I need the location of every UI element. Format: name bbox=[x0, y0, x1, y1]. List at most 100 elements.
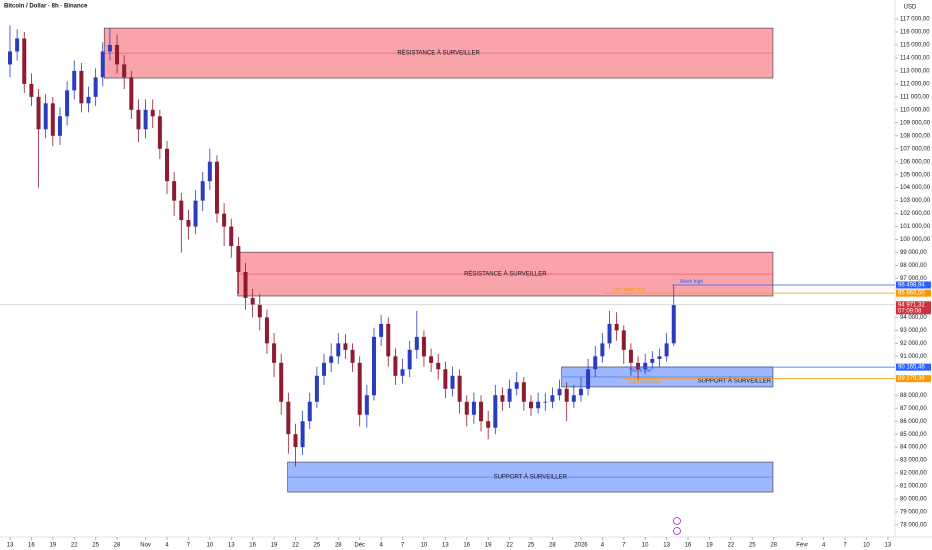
candle-body bbox=[65, 90, 70, 117]
y-tick-label: 88 000,00 bbox=[900, 393, 927, 399]
candle-body bbox=[607, 323, 612, 344]
event-icon[interactable] bbox=[673, 517, 681, 525]
candle-body bbox=[543, 401, 548, 403]
last-price-box bbox=[896, 301, 931, 315]
y-tick-label: 117 000,00 bbox=[900, 17, 930, 23]
candle-body bbox=[636, 362, 641, 370]
candle-body bbox=[50, 103, 55, 136]
x-tick-label: Nov bbox=[140, 543, 151, 549]
candle-body bbox=[222, 213, 227, 227]
candle-body bbox=[436, 362, 441, 370]
y-tick-label: 97 000,00 bbox=[900, 276, 927, 282]
candle-body bbox=[578, 388, 583, 396]
y-tick-label: 92 000,00 bbox=[900, 341, 927, 347]
candle-body bbox=[72, 70, 77, 91]
candle-body bbox=[93, 77, 98, 97]
y-tick-label: 100 000,00 bbox=[900, 237, 931, 243]
candle-body bbox=[115, 44, 120, 65]
candle-body bbox=[421, 336, 426, 357]
candle-body bbox=[172, 181, 177, 201]
y-tick-label: 78 000,00 bbox=[900, 523, 927, 529]
candle-body bbox=[22, 38, 27, 84]
x-tick-label: 7 bbox=[401, 543, 405, 549]
candle-body bbox=[429, 356, 434, 363]
x-tick-label: 19 bbox=[271, 543, 278, 549]
x-tick-label: 7 bbox=[187, 543, 191, 549]
x-tick-label: 16 bbox=[685, 543, 692, 549]
y-tick-label: 80 000,00 bbox=[900, 497, 927, 503]
x-tick-label: 10 bbox=[863, 543, 870, 549]
candle-body bbox=[500, 395, 505, 402]
y-tick-label: 116 000,00 bbox=[900, 30, 930, 36]
candle-body bbox=[643, 362, 648, 370]
x-tick-label: 7 bbox=[622, 543, 626, 549]
x-tick-label: 25 bbox=[749, 543, 756, 549]
candle-body bbox=[214, 161, 219, 214]
x-tick-label: 7 bbox=[843, 543, 847, 549]
candle-body bbox=[529, 401, 534, 409]
x-tick-label: 16 bbox=[463, 543, 470, 549]
candle-body bbox=[671, 304, 676, 344]
candle-body bbox=[479, 401, 484, 422]
y-tick-label: 112 000,00 bbox=[900, 81, 930, 87]
x-tick-label: 10 bbox=[421, 543, 428, 549]
candle-body bbox=[129, 77, 134, 110]
x-tick-label: 13 bbox=[228, 543, 235, 549]
y-tick-label: 98 000,00 bbox=[900, 263, 927, 269]
y-tick-label: 79 000,00 bbox=[900, 510, 927, 516]
candle-body bbox=[600, 343, 605, 357]
x-tick-label: 19 bbox=[706, 543, 713, 549]
candle-body bbox=[664, 343, 669, 357]
zone-label: SUPPORT À SURVEILLER bbox=[698, 378, 772, 385]
y-tick-label: 86 000,00 bbox=[900, 419, 927, 425]
x-tick-label: 19 bbox=[49, 543, 56, 549]
x-tick-label: 22 bbox=[728, 543, 735, 549]
level-name: Week low bbox=[630, 368, 652, 374]
level-value-box bbox=[896, 363, 931, 371]
candle-body bbox=[57, 116, 62, 136]
candle-body bbox=[279, 362, 284, 402]
x-tick-label: 13 bbox=[7, 543, 14, 549]
candle-body bbox=[322, 362, 327, 376]
x-tick-label: 28 bbox=[114, 543, 121, 549]
candle-body bbox=[207, 161, 212, 182]
countdown: 07:09:08 bbox=[898, 308, 922, 314]
candle-body bbox=[621, 330, 626, 350]
x-tick-label: 25 bbox=[314, 543, 321, 549]
candle-body bbox=[200, 181, 205, 201]
candle-body bbox=[357, 362, 362, 415]
x-tick-label: 13 bbox=[885, 543, 892, 549]
level-value-label: 96 498,94 bbox=[898, 283, 925, 289]
candle-body bbox=[257, 304, 262, 318]
y-tick-label: 114 000,00 bbox=[900, 55, 930, 61]
candle-body bbox=[314, 375, 319, 402]
candle-body bbox=[136, 109, 141, 130]
x-tick-label: 10 bbox=[206, 543, 213, 549]
candle-body bbox=[7, 51, 12, 65]
candle-body bbox=[86, 96, 91, 104]
y-tick-label: 115 000,00 bbox=[900, 43, 930, 49]
candle-body bbox=[100, 51, 105, 78]
candle-body bbox=[293, 434, 298, 448]
event-icon[interactable] bbox=[673, 527, 681, 535]
y-tick-label: 111 000,00 bbox=[900, 94, 930, 100]
x-tick-label: 25 bbox=[528, 543, 535, 549]
level-value-box bbox=[896, 375, 931, 383]
y-tick-label: 83 000,00 bbox=[900, 458, 927, 464]
zone-label: RÉSISTANCE À SURVEILLER bbox=[397, 50, 480, 57]
candle-body bbox=[536, 401, 541, 409]
candle-body bbox=[650, 358, 655, 363]
candle-body bbox=[379, 323, 384, 337]
x-tick-label: 13 bbox=[442, 543, 449, 549]
x-tick-label: 22 bbox=[292, 543, 299, 549]
candle-body bbox=[193, 200, 198, 227]
candle-body bbox=[343, 343, 348, 350]
x-tick-label: Déc bbox=[354, 543, 365, 549]
candle-body bbox=[471, 401, 476, 415]
x-tick-label: 25 bbox=[92, 543, 99, 549]
candle-body bbox=[457, 375, 462, 402]
y-tick-label: 104 000,00 bbox=[900, 185, 931, 191]
candle-body bbox=[486, 421, 491, 428]
